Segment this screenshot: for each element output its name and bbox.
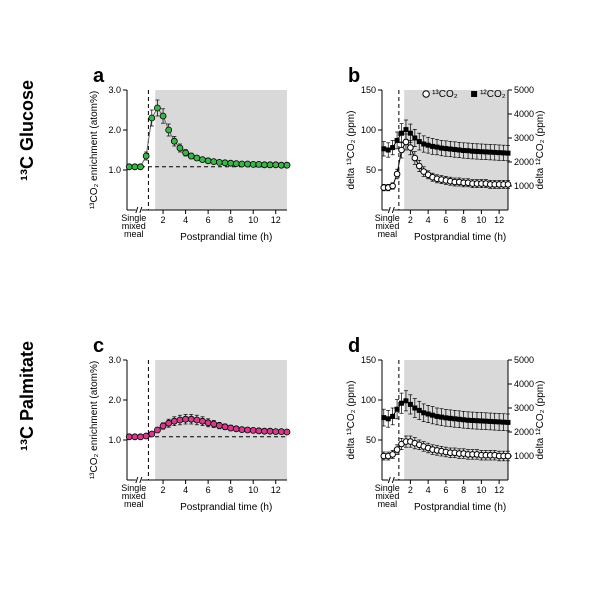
svg-text:4: 4 (426, 485, 431, 495)
svg-text:1.0: 1.0 (108, 435, 121, 445)
svg-text:4: 4 (426, 215, 431, 225)
svg-text:5000: 5000 (514, 85, 534, 95)
row-label-1: ¹³C Palmitate (17, 426, 38, 451)
svg-text:meal: meal (378, 499, 398, 509)
svg-text:150: 150 (361, 355, 376, 365)
svg-text:1000: 1000 (514, 181, 534, 191)
svg-text:12: 12 (494, 485, 504, 495)
panel-a: 24681012SinglemixedmealPostprandial time… (85, 80, 295, 255)
panel-tag-c: c (93, 335, 104, 358)
panel-d: 24681012SinglemixedmealPostprandial time… (340, 350, 550, 525)
svg-text:1.0: 1.0 (108, 165, 121, 175)
svg-text:12: 12 (271, 485, 281, 495)
svg-text:10: 10 (476, 215, 486, 225)
svg-text:delta ¹³CO₂ (ppm): delta ¹³CO₂ (ppm) (346, 381, 357, 460)
svg-text:4000: 4000 (514, 379, 534, 389)
svg-text:delta ¹³CO₂ (ppm): delta ¹³CO₂ (ppm) (346, 111, 357, 190)
svg-text:8: 8 (228, 215, 233, 225)
svg-text:1000: 1000 (514, 451, 534, 461)
svg-text:8: 8 (461, 215, 466, 225)
svg-text:10: 10 (248, 485, 258, 495)
panel-tag-a: a (93, 65, 104, 88)
svg-text:¹³CO₂ enrichment (atom%): ¹³CO₂ enrichment (atom%) (89, 91, 100, 209)
svg-text:50: 50 (366, 435, 376, 445)
svg-text:3.0: 3.0 (108, 355, 121, 365)
panel-tag-d: d (348, 335, 360, 358)
svg-text:2: 2 (161, 485, 166, 495)
svg-text:¹³CO₂: ¹³CO₂ (432, 89, 458, 100)
svg-text:Postprandial time (h): Postprandial time (h) (180, 232, 272, 243)
svg-text:2: 2 (161, 215, 166, 225)
svg-text:3000: 3000 (514, 403, 534, 413)
svg-text:2: 2 (408, 215, 413, 225)
row-label-0: ¹³C Glucose (17, 156, 38, 181)
svg-text:¹²CO₂: ¹²CO₂ (480, 89, 506, 100)
svg-text:8: 8 (461, 485, 466, 495)
svg-text:4000: 4000 (514, 109, 534, 119)
svg-text:6: 6 (206, 215, 211, 225)
svg-text:delta ¹²CO₂ (ppm): delta ¹²CO₂ (ppm) (535, 111, 546, 190)
panel-b: 24681012SinglemixedmealPostprandial time… (340, 80, 550, 255)
svg-text:delta ¹²CO₂ (ppm): delta ¹²CO₂ (ppm) (535, 381, 546, 460)
svg-text:2000: 2000 (514, 157, 534, 167)
svg-text:8: 8 (228, 485, 233, 495)
panel-c: 24681012SinglemixedmealPostprandial time… (85, 350, 295, 525)
svg-text:meal: meal (124, 229, 144, 239)
svg-text:Postprandial time (h): Postprandial time (h) (180, 502, 272, 513)
svg-text:6: 6 (443, 485, 448, 495)
svg-text:2000: 2000 (514, 427, 534, 437)
svg-text:5000: 5000 (514, 355, 534, 365)
svg-text:4: 4 (183, 485, 188, 495)
svg-text:50: 50 (366, 165, 376, 175)
svg-text:2.0: 2.0 (108, 125, 121, 135)
svg-text:meal: meal (378, 229, 398, 239)
svg-text:meal: meal (124, 499, 144, 509)
svg-text:3.0: 3.0 (108, 85, 121, 95)
svg-text:10: 10 (476, 485, 486, 495)
svg-text:¹³CO₂ enrichment (atom%): ¹³CO₂ enrichment (atom%) (89, 361, 100, 479)
panel-tag-b: b (348, 65, 360, 88)
svg-text:10: 10 (248, 215, 258, 225)
svg-text:6: 6 (443, 215, 448, 225)
svg-text:4: 4 (183, 215, 188, 225)
svg-text:2: 2 (408, 485, 413, 495)
svg-text:Postprandial time (h): Postprandial time (h) (414, 502, 506, 513)
svg-text:2.0: 2.0 (108, 395, 121, 405)
svg-text:100: 100 (361, 395, 376, 405)
svg-text:3000: 3000 (514, 133, 534, 143)
svg-text:Postprandial time (h): Postprandial time (h) (414, 232, 506, 243)
svg-text:12: 12 (494, 215, 504, 225)
svg-text:100: 100 (361, 125, 376, 135)
svg-text:12: 12 (271, 215, 281, 225)
svg-text:6: 6 (206, 485, 211, 495)
svg-text:150: 150 (361, 85, 376, 95)
